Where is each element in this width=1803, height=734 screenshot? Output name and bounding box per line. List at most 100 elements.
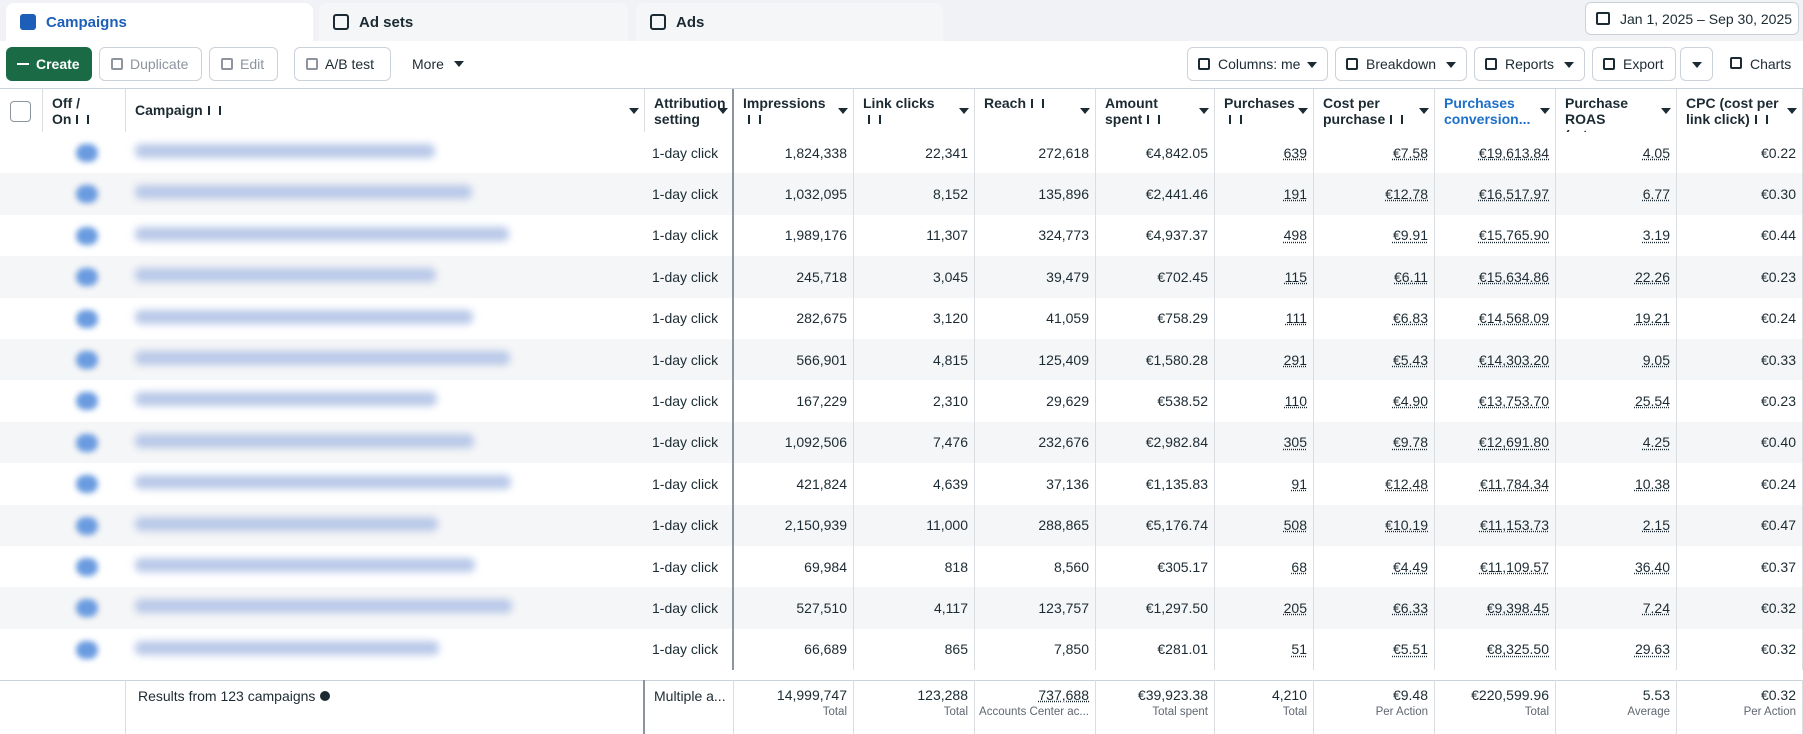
cell: €12,691.80 [1435, 421, 1556, 464]
cell: €12.78 [1314, 173, 1435, 215]
icon [1730, 57, 1742, 69]
tab[interactable]: Campaigns [6, 3, 313, 41]
toggle[interactable] [76, 351, 98, 369]
header-label: Purchases conversion... [1444, 95, 1531, 127]
icon [629, 108, 639, 114]
cell: 232,676 [975, 421, 1096, 464]
toggle[interactable] [76, 516, 98, 535]
icon [1787, 108, 1797, 114]
toggle[interactable] [76, 185, 98, 204]
icon [1485, 58, 1497, 70]
cell: 7,476 [854, 421, 975, 464]
toolbar-button[interactable]: Edit [209, 47, 278, 81]
column-header[interactable]: Campaign [126, 89, 645, 132]
toggle[interactable] [76, 433, 98, 452]
icon [221, 58, 233, 70]
footer-cell: Results from 123 campaigns [126, 680, 645, 734]
cell: 36.40 [1556, 546, 1677, 588]
toggle[interactable] [76, 558, 98, 576]
cell: 2.15 [1556, 504, 1677, 546]
cell: 115 [1215, 256, 1314, 298]
cell: €16,517.97 [1435, 173, 1556, 215]
toolbar-button[interactable]: Charts [1720, 47, 1803, 81]
header-label: Amount spent [1105, 95, 1158, 127]
toggle[interactable] [76, 309, 98, 328]
toggle[interactable] [76, 226, 98, 245]
toggle[interactable] [76, 268, 98, 287]
toolbar-button[interactable]: Create [6, 47, 92, 81]
icon [1692, 62, 1702, 68]
cell: 68 [1215, 546, 1314, 588]
cell: 4.25 [1556, 421, 1677, 464]
tab[interactable]: Ad sets [319, 3, 628, 41]
cell: €15,765.90 [1435, 214, 1556, 257]
toolbar-button[interactable]: A/B test [294, 47, 391, 81]
toolbar-button[interactable]: Reports [1474, 47, 1585, 81]
toggle[interactable] [76, 475, 98, 494]
toolbar-button[interactable]: Export [1592, 47, 1676, 81]
cell: 1-day click [645, 339, 734, 381]
cell: 29.63 [1556, 628, 1677, 671]
total-value: 4,210 [1271, 687, 1307, 703]
cell: €0.32 [1677, 587, 1803, 629]
cell: 1-day click [645, 380, 734, 422]
cell: 123,757 [975, 587, 1096, 629]
cell: 11,000 [854, 504, 975, 546]
cell: 245,718 [734, 256, 854, 298]
cell: €9.91 [1314, 214, 1435, 257]
icon [1564, 62, 1574, 68]
column-header[interactable]: Off / On [43, 89, 126, 132]
cell: €2,982.84 [1096, 421, 1215, 464]
cell: €538.52 [1096, 380, 1215, 422]
column-header[interactable]: Cost per purchase [1314, 89, 1435, 132]
cell: 29,629 [975, 380, 1096, 422]
select-all-checkbox[interactable] [0, 89, 43, 132]
cell: €9,398.45 [1435, 587, 1556, 629]
total-note: Total [943, 706, 968, 718]
footer-cell: 123,288 Total [854, 680, 975, 734]
cell: €11,784.34 [1435, 463, 1556, 505]
header-label: Cost per purchase [1323, 95, 1386, 127]
column-header[interactable]: Purchases conversion... [1435, 89, 1556, 132]
total-value: €9.48 [1392, 687, 1428, 703]
column-header[interactable]: Purchases [1215, 89, 1314, 132]
icon [1307, 62, 1317, 68]
cell: 2,150,939 [734, 504, 854, 546]
total-note: Total [1524, 706, 1549, 718]
toggle[interactable] [76, 599, 98, 618]
cell: €6.11 [1314, 256, 1435, 298]
date-range[interactable]: Jan 1, 2025 – Sep 30, 2025 [1585, 2, 1799, 35]
column-header[interactable]: Amount spent [1096, 89, 1215, 132]
column-header[interactable]: Attribution setting [645, 89, 734, 132]
cell: 41,059 [975, 297, 1096, 339]
toolbar-button[interactable]: More [398, 47, 476, 81]
cell: 498 [1215, 214, 1314, 257]
column-header[interactable]: Purchase ROAS (retur... [1556, 89, 1677, 143]
export-menu[interactable] [1680, 47, 1713, 81]
blurred-campaign-name [135, 351, 510, 365]
header-label: Off / On [52, 95, 80, 127]
cell: €6.33 [1314, 587, 1435, 629]
column-header[interactable]: Impressions [734, 89, 854, 132]
icon [17, 63, 29, 65]
column-header[interactable]: Reach [975, 89, 1096, 132]
column-header[interactable]: Link clicks [854, 89, 975, 132]
toggle[interactable] [76, 640, 98, 659]
blurred-campaign-name [135, 599, 512, 614]
total-note: Accounts Center ac... [979, 706, 1089, 718]
toolbar-button[interactable]: Duplicate [99, 47, 202, 81]
toolbar-button[interactable]: Breakdown [1335, 47, 1467, 81]
tab[interactable]: Ads [636, 3, 943, 41]
cell: 10.38 [1556, 463, 1677, 505]
cell: 291 [1215, 339, 1314, 381]
icon [1540, 108, 1550, 114]
toggle[interactable] [76, 392, 98, 411]
icon [718, 108, 728, 114]
cell: 4.05 [1556, 132, 1677, 174]
toolbar-button[interactable]: Columns: me [1187, 47, 1328, 81]
toggle[interactable] [76, 144, 98, 162]
cell: 4,117 [854, 587, 975, 629]
column-header[interactable]: CPC (cost per link click) [1677, 89, 1803, 132]
blurred-campaign-name [135, 640, 439, 655]
cell: €14,568.09 [1435, 297, 1556, 339]
